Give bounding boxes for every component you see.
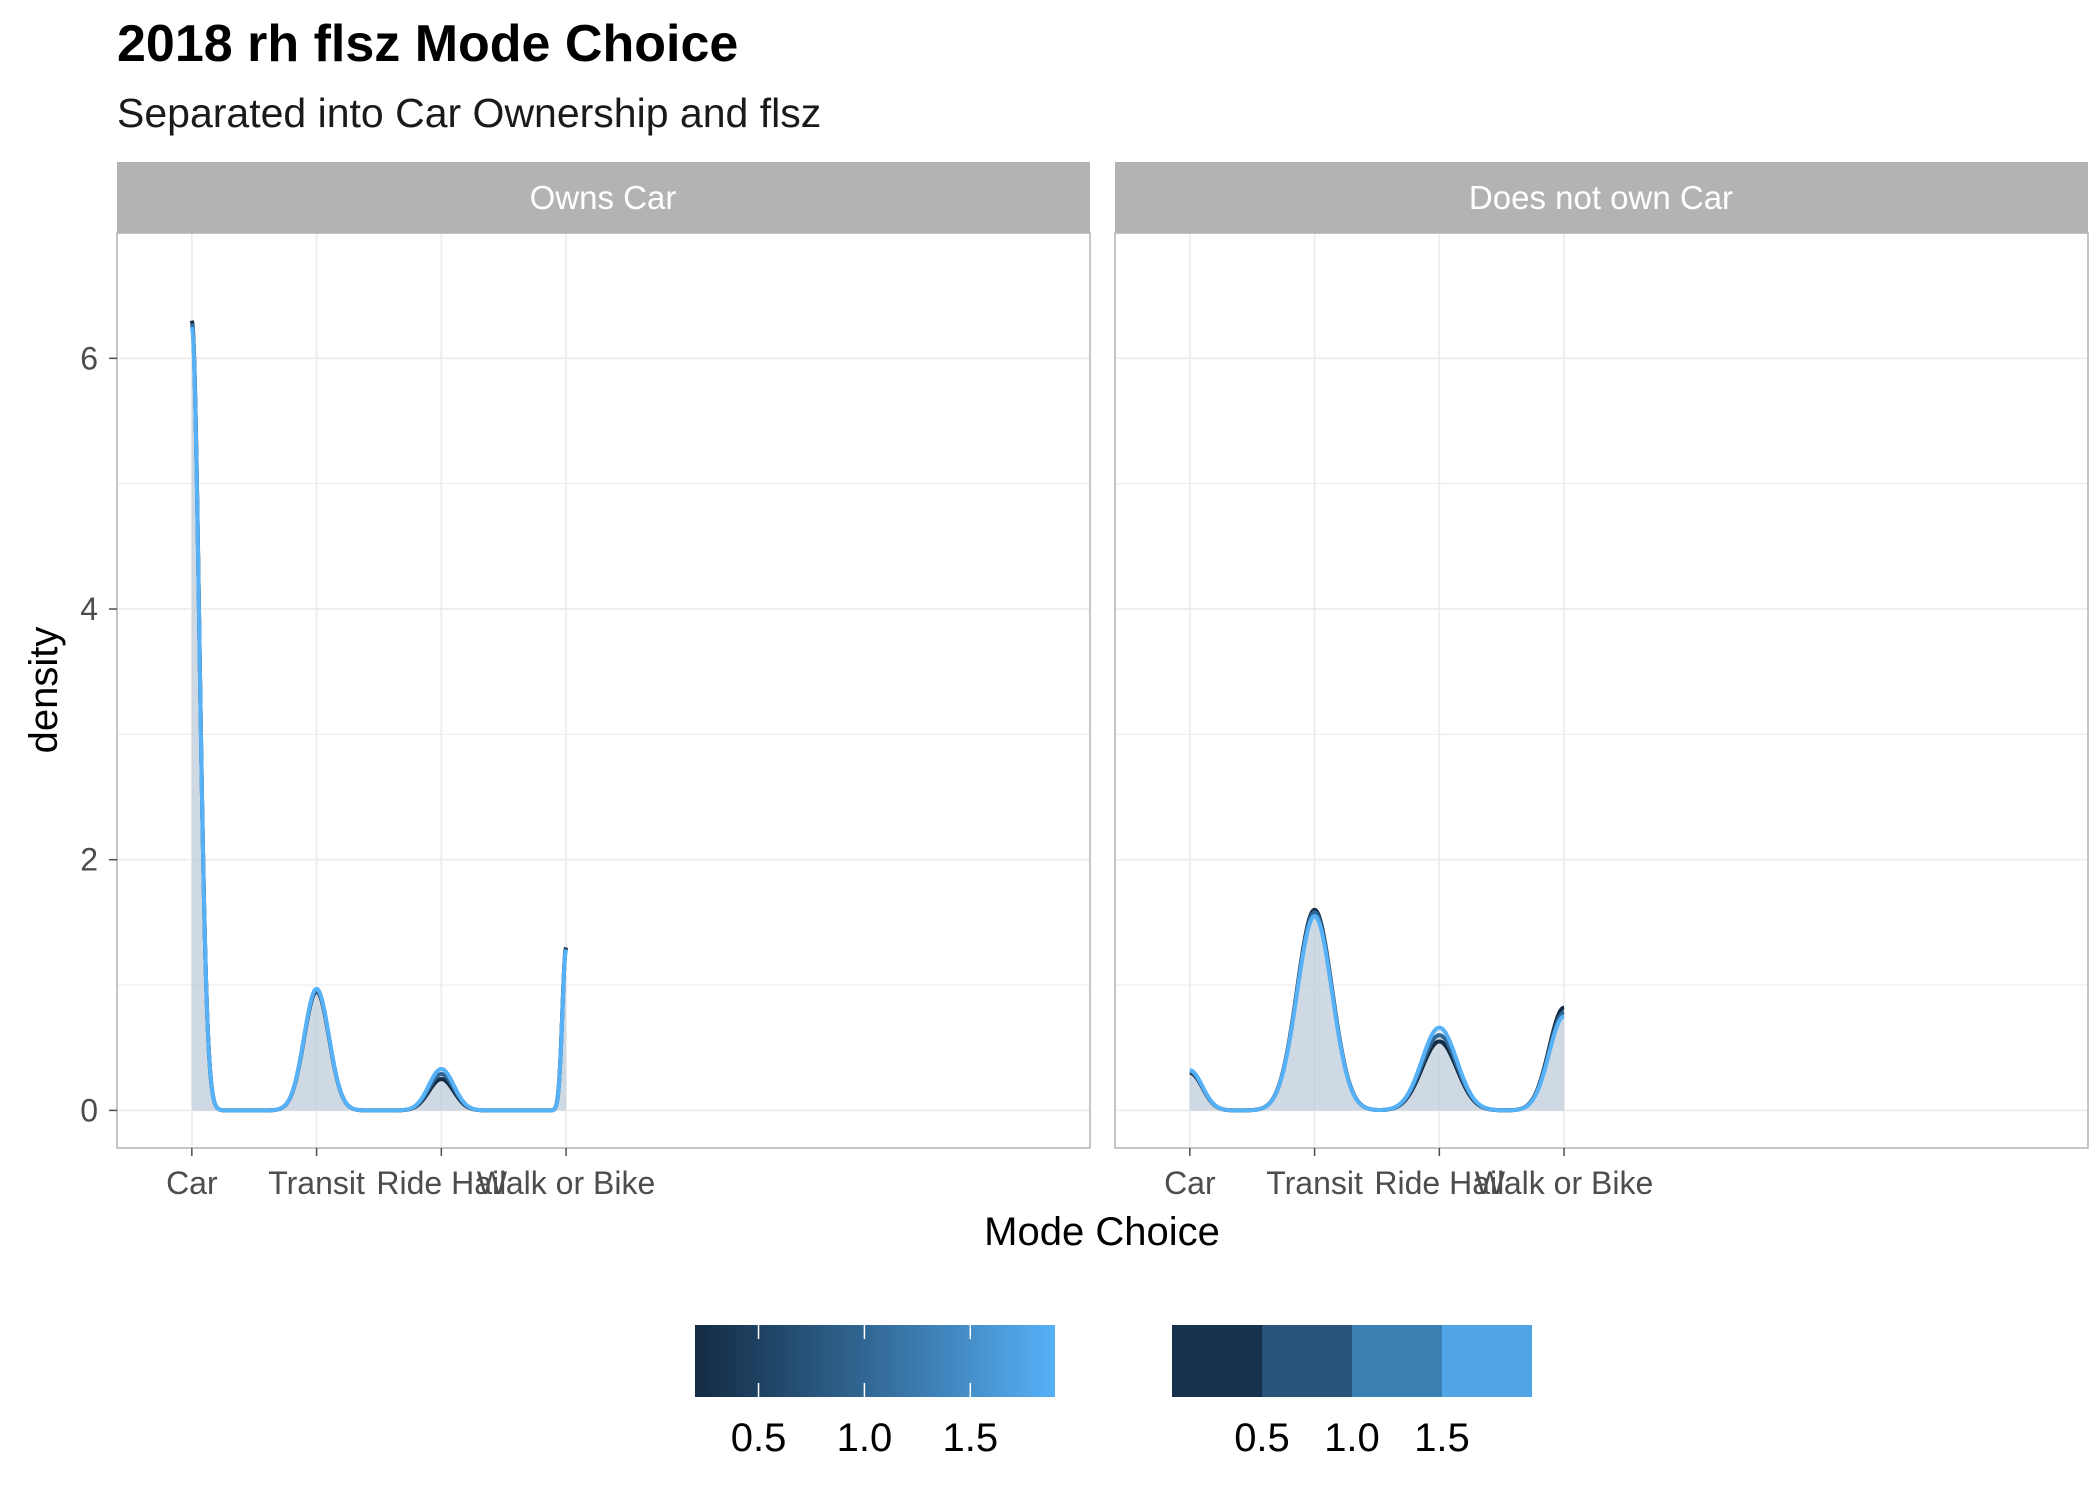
panel-border bbox=[1114, 232, 2089, 1149]
density-line bbox=[189, 320, 569, 1113]
x-tick-label: Transit bbox=[1266, 1165, 1363, 1201]
density-line bbox=[189, 326, 569, 1113]
density-line bbox=[1188, 910, 1566, 1113]
density-line bbox=[189, 322, 569, 1113]
density-curves bbox=[1188, 907, 1566, 1113]
density-area bbox=[191, 320, 567, 1111]
binned-key bbox=[1262, 1325, 1352, 1397]
density-curves bbox=[189, 320, 569, 1113]
x-tick-label: Transit bbox=[268, 1165, 365, 1201]
y-axis-title: density bbox=[22, 627, 66, 754]
colorbar-ticks: 0.5 1.0 1.5 bbox=[731, 1325, 998, 1460]
chart-title: 2018 rh flsz Mode Choice bbox=[117, 15, 739, 73]
density-area bbox=[191, 327, 567, 1111]
density-line bbox=[1188, 914, 1566, 1113]
panel-gridlines bbox=[1115, 232, 2088, 1148]
y-tick-label: 2 bbox=[80, 842, 98, 878]
colorbar-label: 1.5 bbox=[942, 1416, 998, 1460]
x-tick-label: Ride Hail bbox=[376, 1165, 506, 1201]
y-tick-label: 6 bbox=[80, 340, 98, 376]
legend-colorbar: 0.5 1.0 1.5 bbox=[695, 1325, 1055, 1460]
x-tick-label: Ride Hail bbox=[1374, 1165, 1504, 1201]
panel-does-not-own-car: Does not own Car bbox=[1114, 162, 2089, 1149]
x-tick-label: Car bbox=[1164, 1165, 1216, 1201]
x-tick-label: Walk or Bike bbox=[1475, 1165, 1653, 1201]
binned-labels: 0.5 1.0 1.5 bbox=[1234, 1416, 1470, 1460]
panel-owns-car: Owns Car bbox=[116, 162, 1091, 1149]
density-area bbox=[1189, 912, 1565, 1111]
panel-border bbox=[116, 232, 1091, 1149]
density-area bbox=[191, 323, 567, 1111]
binned-label: 1.0 bbox=[1324, 1416, 1380, 1460]
panel-strip bbox=[117, 162, 1090, 233]
x-axis-title: Mode Choice bbox=[984, 1210, 1220, 1254]
panel-strip-label: Owns Car bbox=[530, 179, 677, 216]
chart-subtitle: Separated into Car Ownership and flsz bbox=[117, 90, 822, 136]
density-area bbox=[1189, 916, 1565, 1111]
x-tick-label: Car bbox=[166, 1165, 218, 1201]
x-tick-label: Walk or Bike bbox=[477, 1165, 655, 1201]
colorbar-label: 1.0 bbox=[837, 1416, 893, 1460]
binned-label: 1.5 bbox=[1414, 1416, 1470, 1460]
binned-label: 0.5 bbox=[1234, 1416, 1290, 1460]
density-area bbox=[1189, 909, 1565, 1111]
binned-key bbox=[1442, 1325, 1532, 1397]
density-line bbox=[1188, 907, 1566, 1113]
colorbar-gradient bbox=[695, 1325, 1055, 1397]
binned-color-keys bbox=[1172, 1325, 1532, 1397]
panel-strip bbox=[1115, 162, 2088, 233]
legend-binned: 0.5 1.0 1.5 bbox=[1172, 1325, 1532, 1460]
binned-key bbox=[1352, 1325, 1442, 1397]
y-axis-ticks: 0 2 4 6 bbox=[80, 340, 117, 1128]
panel-strip-label: Does not own Car bbox=[1469, 179, 1733, 216]
y-tick-label: 0 bbox=[80, 1092, 98, 1128]
colorbar-label: 0.5 bbox=[731, 1416, 787, 1460]
y-tick-label: 4 bbox=[80, 591, 98, 627]
panel-gridlines bbox=[117, 232, 1090, 1148]
binned-key bbox=[1172, 1325, 1262, 1397]
